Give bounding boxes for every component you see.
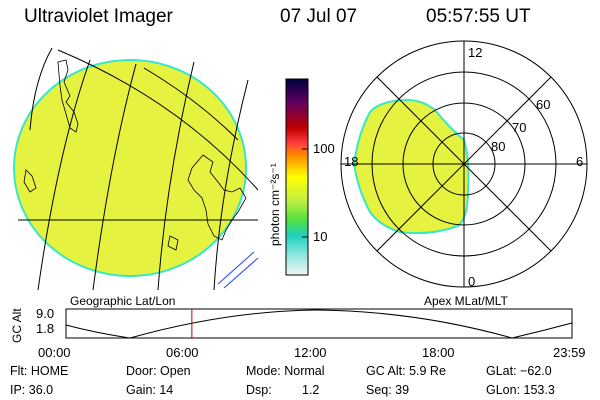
geographic-latitude: GLat: −62.0 <box>486 364 552 378</box>
instrument-title: Ultraviolet Imager <box>24 6 173 27</box>
geographic-longitude: GLon: 153.3 <box>486 383 555 397</box>
coastline-outline <box>23 59 247 251</box>
mode-status: Mode: Normal <box>246 364 325 378</box>
gain-value: Gain: 14 <box>126 383 174 397</box>
altitude-tick-1-8: 1.8 <box>36 321 55 336</box>
altitude-plot <box>65 308 573 339</box>
time-tick-0000: 00:00 <box>38 345 71 360</box>
mlt-label-18: 18 <box>344 154 359 169</box>
ip-value: IP: 36.0 <box>10 383 54 397</box>
altitude-curve <box>65 309 573 339</box>
colorbar-unit-label: photon cm⁻²s⁻¹ <box>268 163 282 246</box>
mlat-label-70: 70 <box>512 120 527 135</box>
geographic-image-panel <box>13 47 259 290</box>
time-tick-0600: 06:00 <box>166 345 199 360</box>
door-status: Door: Open <box>126 364 191 378</box>
colorbar <box>285 78 309 276</box>
satellite-track-lines <box>217 251 259 289</box>
mlt-label-0: 0 <box>468 274 476 289</box>
time-label: 05:57:55 UT <box>426 6 531 27</box>
dsp-label: Dsp: <box>246 383 272 397</box>
polar-grid <box>340 40 588 288</box>
mlat-label-60: 60 <box>536 97 551 112</box>
altitude-axis-label: GC Alt <box>10 308 24 343</box>
mlat-label-80: 80 <box>491 139 506 154</box>
lat-lon-grid <box>18 47 258 290</box>
geographic-panel-label: Geographic Lat/Lon <box>70 294 176 308</box>
flight-status: Flt: HOME <box>10 364 69 378</box>
sequence-number: Seq: 39 <box>366 383 410 397</box>
time-tick-1800: 18:00 <box>422 345 455 360</box>
auroral-emission-disk <box>13 59 247 277</box>
colorbar-tick-label-100: 100 <box>313 141 335 156</box>
polar-mlat-mlt-panel <box>340 40 588 288</box>
date-label: 07 Jul 07 <box>280 6 358 27</box>
dsp-value: 1.2 <box>302 383 320 397</box>
altitude-tick-9: 9.0 <box>36 306 55 321</box>
mlt-label-6: 6 <box>576 154 584 169</box>
time-tick-2359: 23:59 <box>553 345 586 360</box>
mlt-label-12: 12 <box>468 45 483 60</box>
gc-altitude: GC Alt: 5.9 Re <box>366 364 446 378</box>
colorbar-tick-label-10: 10 <box>313 229 328 244</box>
polar-emission-region <box>352 98 470 235</box>
time-tick-1200: 12:00 <box>294 345 327 360</box>
colorbar-gradient <box>285 78 309 276</box>
polar-panel-label: Apex MLat/MLT <box>424 294 508 308</box>
